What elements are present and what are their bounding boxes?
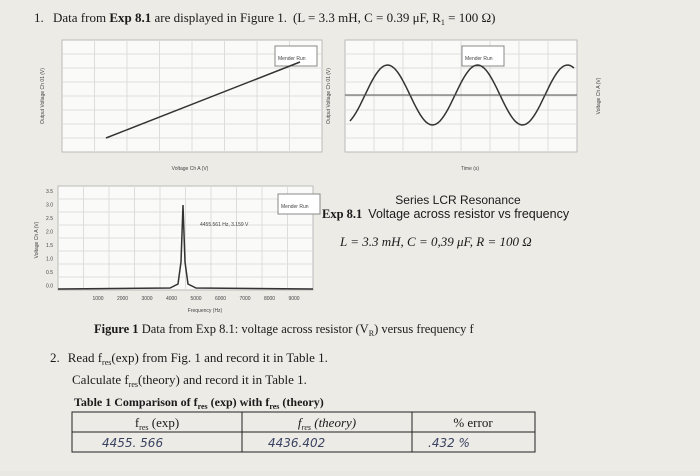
x-tick-label: 2000: [117, 296, 128, 302]
peak-annotation: 4455.561 Hz, 3.159 V: [200, 222, 249, 228]
y-tick-label: 2.5: [46, 216, 53, 222]
waveform: [349, 64, 575, 126]
x-axis-label: Frequency (Hz): [188, 308, 223, 314]
x-tick-label: 3000: [141, 296, 152, 302]
data-line: [105, 61, 301, 139]
x-tick-label: 4000: [166, 296, 177, 302]
table-cell: .432 %: [428, 436, 470, 450]
y2-axis-label: Voltage Ch A (V): [596, 77, 602, 114]
y-tick-label: 0.0: [46, 284, 53, 290]
legend: [277, 193, 321, 215]
x-axis-label: Time (s): [461, 166, 479, 172]
y-tick-label: 2.0: [46, 230, 53, 236]
table: [71, 411, 536, 453]
table-cell: 4455. 566: [102, 436, 163, 450]
x-axis-label: Voltage Ch A (V): [172, 166, 209, 172]
table-cell: 4436.402: [268, 436, 325, 450]
figure-subtitle: Exp 8.1 Voltage across resistor vs freque…: [322, 207, 570, 221]
y-tick-label: 1.5: [46, 243, 53, 249]
x-tick-label: 6000: [215, 296, 226, 302]
table-caption: Table 1 Comparison of fres (exp) with fr…: [74, 395, 324, 411]
figure: Mender Run Voltage Ch A (V) Output Voltage…: [34, 39, 602, 314]
legend-label: Mender Run: [278, 56, 306, 62]
question2-line1: 2. Read fres(exp) from Fig. 1 and record …: [50, 350, 328, 367]
resonance-peak: [57, 204, 314, 290]
x-tick-label: 9000: [288, 296, 299, 302]
table-header: fres (theory): [298, 415, 356, 432]
y-axis-label: Output Voltage Ch 01 (V): [40, 68, 46, 124]
question1: 1. Data from Exp 8.1 are displayed in Fi…: [34, 10, 496, 27]
legend-label: Mender Run: [465, 56, 493, 62]
x-tick-label: 7000: [239, 296, 250, 302]
question2-line2: Calculate fres(theory) and record it in …: [72, 372, 307, 389]
y-axis-label: Output Voltage Ch 01 (V): [326, 68, 332, 124]
x-tick-label: 1000: [92, 296, 103, 302]
x-tick-label: 8000: [264, 296, 275, 302]
table-header: fres (exp): [135, 415, 179, 432]
caption: Figure 1 Data from Exp 8.1: voltage acro…: [94, 322, 475, 338]
y-axis-label: Voltage Ch A (V): [34, 221, 40, 258]
legend: [274, 45, 318, 67]
figure-params: L = 3.3 mH, C = 0,39 μF, R = 100 Ω: [339, 234, 532, 249]
figure-title: Series LCR Resonance: [395, 193, 521, 207]
y-tick-label: 1.0: [46, 257, 53, 263]
x-tick-label: 5000: [190, 296, 201, 302]
y-tick-label: 3.0: [46, 203, 53, 209]
y-tick-label: 0.5: [46, 270, 53, 276]
y-tick-label: 3.5: [46, 189, 53, 195]
table-header: % error: [453, 415, 493, 430]
legend-label: Mender Run: [281, 204, 309, 210]
legend: [461, 45, 505, 67]
